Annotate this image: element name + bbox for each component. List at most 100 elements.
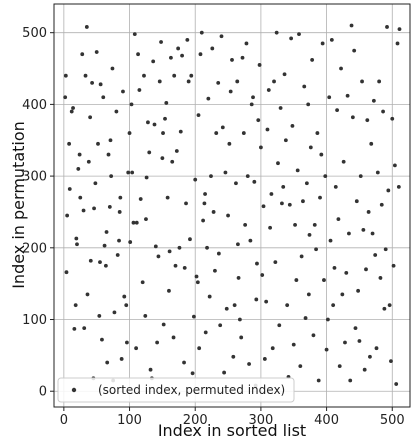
data-point bbox=[67, 141, 72, 146]
data-point bbox=[173, 263, 178, 268]
data-point bbox=[247, 362, 251, 366]
data-point bbox=[151, 59, 156, 64]
data-point bbox=[196, 113, 201, 118]
data-point bbox=[178, 129, 183, 134]
data-point bbox=[319, 152, 324, 157]
data-point bbox=[335, 108, 339, 113]
data-point bbox=[192, 314, 196, 319]
data-point bbox=[327, 95, 332, 100]
data-point bbox=[318, 195, 322, 200]
data-point bbox=[131, 220, 136, 225]
data-point bbox=[302, 84, 307, 89]
data-point bbox=[182, 360, 186, 365]
data-point bbox=[262, 357, 267, 361]
data-point bbox=[161, 322, 166, 327]
data-point bbox=[274, 30, 279, 35]
data-point bbox=[112, 310, 117, 315]
data-point bbox=[289, 36, 294, 41]
data-point bbox=[316, 378, 321, 383]
data-point bbox=[105, 360, 110, 365]
data-point bbox=[240, 55, 245, 60]
data-point bbox=[195, 280, 200, 285]
data-point bbox=[392, 163, 397, 168]
data-point bbox=[352, 48, 357, 53]
data-point bbox=[83, 73, 88, 78]
data-point bbox=[108, 138, 113, 143]
data-point bbox=[256, 118, 261, 123]
data-point bbox=[203, 330, 208, 335]
data-point bbox=[143, 314, 148, 318]
data-point bbox=[287, 202, 292, 207]
data-point bbox=[153, 244, 158, 249]
data-point bbox=[167, 288, 171, 293]
data-point bbox=[375, 170, 380, 175]
data-point bbox=[209, 174, 213, 178]
grid-lines bbox=[54, 4, 410, 407]
data-point bbox=[294, 278, 299, 282]
data-point bbox=[148, 367, 153, 372]
data-point bbox=[75, 242, 79, 247]
data-point bbox=[171, 335, 176, 340]
data-point bbox=[390, 116, 395, 121]
data-point bbox=[222, 370, 227, 375]
data-point bbox=[360, 79, 364, 84]
data-point bbox=[308, 145, 313, 150]
data-point bbox=[211, 210, 216, 214]
y-tick-label: 300 bbox=[22, 170, 47, 185]
data-point bbox=[88, 258, 93, 263]
data-point bbox=[216, 251, 221, 256]
data-point bbox=[74, 236, 79, 241]
data-point bbox=[336, 217, 341, 222]
data-point bbox=[378, 276, 383, 280]
data-point bbox=[177, 245, 182, 250]
data-point bbox=[394, 382, 399, 386]
y-tick-label: 500 bbox=[22, 26, 47, 41]
data-point bbox=[325, 317, 330, 322]
data-point bbox=[182, 265, 187, 270]
data-point bbox=[104, 230, 109, 234]
y-tick-label: 200 bbox=[22, 241, 47, 256]
data-point bbox=[304, 181, 309, 186]
data-point bbox=[147, 150, 152, 155]
data-point bbox=[118, 195, 123, 200]
data-point bbox=[205, 245, 209, 250]
data-point bbox=[315, 131, 320, 135]
data-point bbox=[298, 364, 303, 369]
data-point bbox=[216, 80, 221, 85]
legend: (sorted index, permuted index) bbox=[57, 377, 295, 403]
data-point bbox=[110, 66, 115, 71]
x-tick-label: 500 bbox=[380, 413, 405, 428]
data-point bbox=[386, 188, 391, 193]
data-point bbox=[265, 127, 270, 132]
y-axis-label: Index in permutation bbox=[9, 121, 28, 289]
legend-box bbox=[57, 377, 295, 403]
data-point bbox=[368, 354, 372, 359]
data-point bbox=[85, 292, 90, 297]
data-point bbox=[130, 170, 135, 175]
data-point bbox=[93, 181, 98, 186]
data-point bbox=[361, 227, 366, 232]
data-point bbox=[266, 88, 271, 92]
data-point bbox=[197, 346, 202, 351]
data-point bbox=[190, 371, 195, 376]
data-point bbox=[234, 181, 238, 186]
data-point bbox=[244, 41, 249, 46]
x-axis-label: Index in sorted list bbox=[158, 421, 306, 440]
data-point bbox=[117, 210, 122, 214]
data-point bbox=[228, 89, 233, 94]
data-point bbox=[344, 271, 349, 275]
data-point bbox=[132, 32, 137, 37]
data-point bbox=[186, 79, 191, 84]
data-point bbox=[322, 278, 326, 282]
data-point bbox=[121, 89, 125, 94]
data-point bbox=[255, 261, 259, 266]
data-point bbox=[65, 213, 70, 218]
data-point bbox=[324, 347, 329, 352]
data-point bbox=[261, 204, 266, 209]
data-point bbox=[78, 195, 83, 200]
data-point bbox=[107, 205, 112, 209]
y-tick-label: 400 bbox=[22, 98, 47, 113]
data-point bbox=[115, 253, 120, 257]
data-point bbox=[184, 201, 188, 206]
data-point bbox=[210, 46, 215, 51]
